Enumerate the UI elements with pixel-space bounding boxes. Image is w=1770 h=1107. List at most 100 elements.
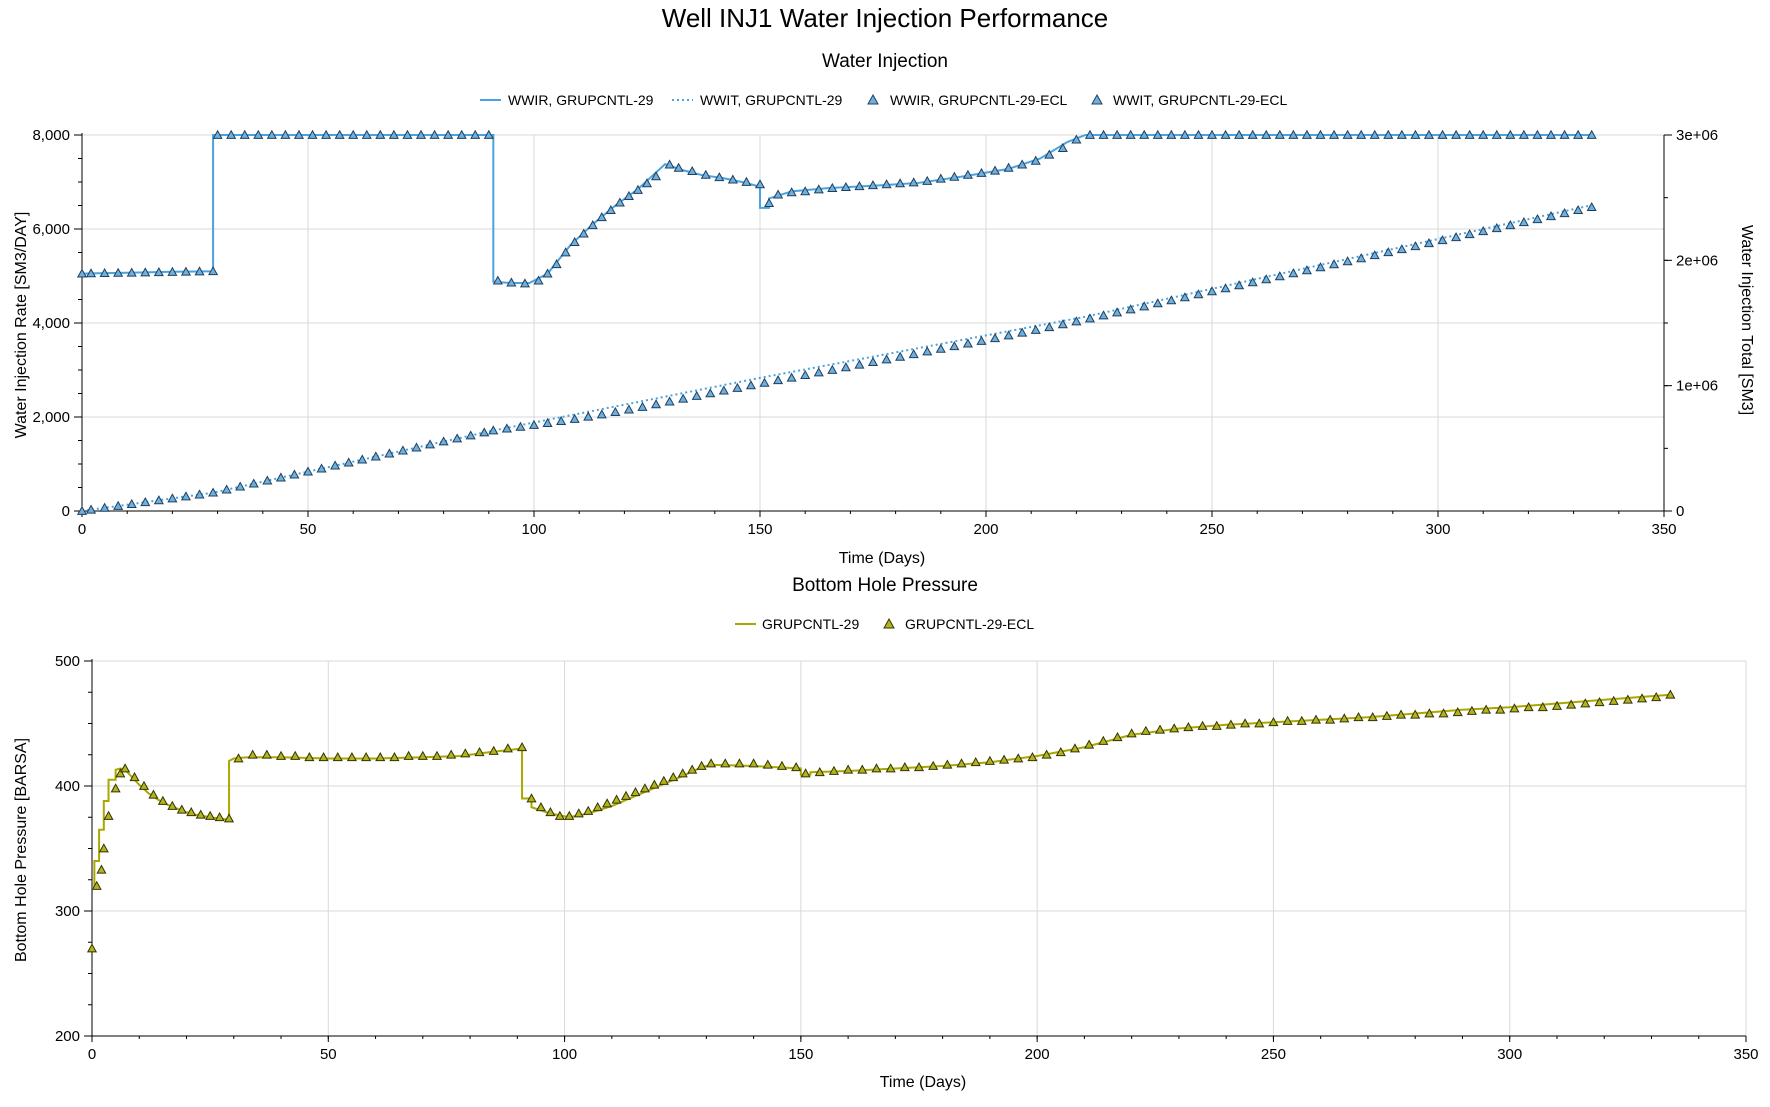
bhp-ytick-label-1: 300 [55,903,80,920]
bhp-ytick-label-2: 400 [55,778,80,795]
wi-series-2-point-14 [253,129,264,139]
bhp-series-1-point-121 [1580,698,1591,708]
bhp-series-1-point-107 [1381,710,1392,720]
bhp-series-1-point-59 [706,758,717,768]
bhp-series-1-point-36 [474,747,485,757]
wi-series-3-point-67 [976,335,987,345]
wi-series-2-point-25 [402,129,413,139]
wi-series-3-point-6 [153,495,164,505]
bhp-title: Bottom Hole Pressure [792,575,978,596]
bhp-series-1-point-32 [417,750,428,760]
wi-series-2-point-31 [483,129,494,139]
bhp-chart: Bottom Hole Pressure GRUPCNTL-29 GRUPCNT… [13,575,1759,1091]
wi-series-2-point-9 [194,266,205,276]
wi-series-2-point-7 [167,266,178,276]
wi-series-2-point-46 [632,184,644,194]
bhp-series-1-markers [86,689,1676,953]
wi-series-3-point-84 [1206,286,1218,296]
water-injection-series [76,129,1597,515]
bhp-series-1-point-31 [403,750,414,760]
bhp-series-1-point-88 [1112,732,1123,742]
legend-label-bhp: GRUPCNTL-29 [762,616,859,632]
wi-xtick-label-4: 200 [973,521,998,538]
wi-series-2-point-11 [212,129,223,139]
wi-series-3-point-55 [813,367,824,377]
bhp-xtick-label-1: 50 [320,1046,337,1063]
water-injection-xlabel: Time (Days) [839,550,926,567]
bhp-series-1-point-77 [956,758,967,768]
wi-series-3-point-7 [167,493,178,503]
bhp-xtick-label-3: 150 [788,1046,813,1063]
wi-series-2-point-33 [506,277,517,287]
wi-series-3-point-70 [1017,327,1028,337]
wi-y2tick-label-0: 0 [1676,503,1684,520]
wi-series-2-point-76 [1017,159,1028,169]
bhp-series-1-point-72 [885,763,896,773]
bhp-series-1-point-56 [677,768,688,778]
bhp-series-1-point-54 [658,775,669,785]
wi-series-2-point-38 [560,247,571,257]
wi-series-3-point-82 [1179,292,1190,302]
bhp-series-1-point-103 [1325,714,1336,724]
wi-series-2-point-67 [895,178,906,188]
bhp-series-1-point-33 [431,750,443,760]
bhp-series-1-point-101 [1296,715,1307,725]
bhp-series-1-point-62 [748,758,759,768]
wi-series-2-point-52 [700,169,711,179]
wi-series-3-point-47 [705,388,716,398]
wi-series-3-point-49 [732,382,743,392]
bhp-series-1-point-113 [1466,705,1477,715]
wi-series-2-point-15 [266,129,277,139]
wi-series-2-point-73 [976,167,987,177]
bhp-series-1-point-71 [871,763,882,773]
wi-series-3-point-18 [316,463,327,473]
bhp-series-1-point-57 [687,764,698,774]
bhp-series-1-point-55 [668,772,679,782]
water-injection-title: Water Injection [822,51,948,72]
bhp-series-1-point-99 [1268,717,1279,727]
wi-series-2-point-102 [1369,129,1380,139]
wi-series-3-point-66 [962,338,973,348]
figure-title: Well INJ1 Water Injection Performance [662,3,1109,33]
wi-series-2-point-47 [641,178,653,188]
bhp-ytick-label-3: 500 [55,653,80,670]
wi-series-2-point-37 [551,259,562,269]
water-injection-grid [82,134,1665,512]
wi-series-3-point-58 [854,359,865,369]
wi-series-3-point-85 [1220,283,1231,293]
wi-series-2-point-13 [239,129,250,139]
bhp-series-1-point-93 [1183,722,1194,732]
wi-series-2-point-4 [126,267,137,277]
wi-series-3-point-60 [881,354,892,364]
bhp-series-1-point-48 [602,798,613,808]
wi-series-2-point-0 [76,268,88,278]
bhp-series-1-point-14 [186,807,197,817]
bhp-series-1-point-60 [720,758,731,768]
wi-ytick-label-1: 2,000 [32,409,70,426]
bhp-series-1-point-74 [913,762,925,772]
wi-y2tick-label-3: 3e+06 [1676,127,1718,144]
wi-series-3-point-13 [248,478,259,488]
wi-series-2-point-88 [1179,129,1190,139]
water-injection-ylabel: Water Injection Rate [SM3/DAY] [13,212,30,439]
bhp-series-1-point-114 [1481,704,1492,714]
wi-series-2-point-6 [153,267,164,277]
wi-series-2-point-116 [1559,129,1570,139]
wi-series-2-point-1 [85,268,97,278]
bhp-series-1-point-109 [1410,709,1421,719]
wi-series-3-point-62 [908,348,919,359]
wi-series-2-point-98 [1315,129,1326,139]
bhp-series-1-point-43 [554,810,565,820]
wi-series-3-point-96 [1369,250,1380,260]
wi-series-3-point-68 [989,333,1001,343]
bhp-series-1-point-116 [1509,703,1520,713]
wi-series-3-point-71 [1030,324,1041,334]
wi-series-3-point-90 [1288,268,1299,278]
wi-series-2-point-62 [827,182,838,192]
wi-series-2-point-87 [1166,129,1177,139]
wi-series-3-point-105 [1491,223,1502,233]
wi-series-3-point-109 [1545,210,1557,221]
wi-series-2-point-20 [334,129,345,139]
bhp-series-1-point-110 [1424,708,1435,718]
bhp-series-1-point-49 [611,794,622,804]
